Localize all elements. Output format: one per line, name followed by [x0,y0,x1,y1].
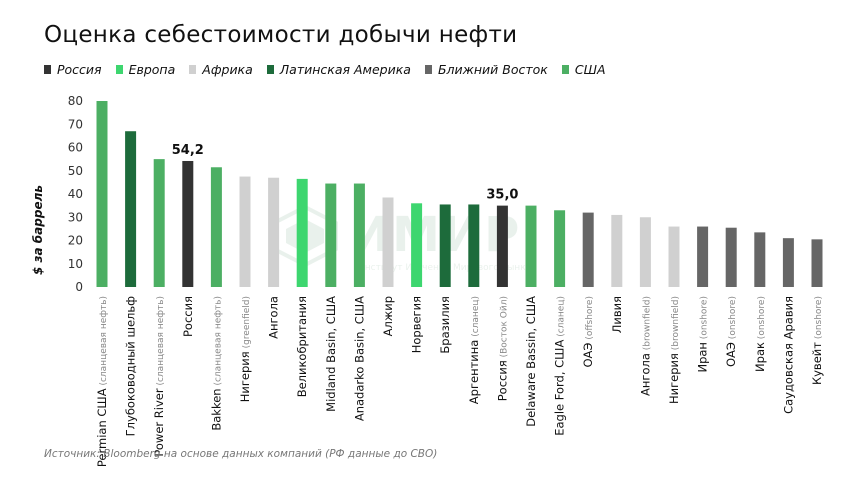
x-tick-label: Anadarko Basin, США [352,296,366,421]
legend-label-latam: Латинская Америка [279,62,411,77]
y-tick-label: 30 [68,210,83,224]
bar-value-label: 54,2 [172,143,204,158]
x-tick-label: Ангола (brownfield) [638,296,652,396]
x-tick-label: Ливия [610,296,624,333]
legend-label-usa: США [574,62,606,77]
x-tick-label: Великобритания [295,296,309,397]
bar [239,176,251,287]
bar [697,226,709,287]
x-tick-label: Россия [181,296,195,337]
y-tick-label: 10 [68,257,83,271]
legend-item-usa: США [561,62,606,77]
x-tick-label: ОАЭ (onshore) [724,296,738,367]
legend-label-africa: Африка [202,62,253,77]
x-tick-label: Россия (Восток Ойл) [495,296,509,401]
x-tick-label: Аргентина (сланец) [467,296,481,404]
chart-title: Оценка себестоимости добычи нефти [44,22,518,48]
x-tick-label: Нигерия (brownfield) [667,296,681,404]
x-tick-label: Нигерия (greenfield) [238,296,252,402]
x-tick-label: Норвегия [410,296,424,353]
bar [582,212,594,287]
legend-swatch-europe [115,65,123,74]
bar [611,214,623,287]
x-tick-label: Саудовская Аравия [781,296,795,414]
bar [439,204,451,287]
x-tick-label: Permian США (сланцевая нефть) [95,296,109,467]
x-tick-label: ОАЭ (offshore) [581,296,595,367]
source-note: Источник: Bloomberg на основе данных ком… [44,448,438,460]
legend-item-europe: Европа [115,62,176,77]
legend-label-middle-east: Ближний Восток [437,62,548,77]
bar [639,217,651,287]
legend-label-europe: Европа [128,62,176,77]
bar [296,178,308,287]
bar [811,239,823,287]
y-tick-label: 70 [68,117,83,131]
legend-swatch-russia [44,65,51,74]
bar [668,226,680,287]
bar [725,227,737,287]
bar [153,159,165,287]
x-tick-label: Бразилия [438,296,452,354]
y-tick-label: 50 [68,164,83,178]
bar [782,238,794,287]
x-tick-label: Ирак (onshore) [753,296,767,372]
legend: Россия Европа Африка Латинская Америка Б… [44,62,606,77]
legend-swatch-middle-east [424,65,432,74]
bar-value-label: 35,0 [486,188,518,203]
bar [525,205,537,287]
bar [754,232,766,287]
bar [353,183,365,287]
legend-label-russia: Россия [57,62,102,77]
legend-item-latam: Латинская Америка [266,62,411,77]
bar [382,197,394,287]
x-tick-label: Алжир [381,296,395,336]
y-tick-label: 60 [68,141,83,155]
bar [210,167,222,287]
bar [268,177,280,287]
x-tick-label: Power River (сланцевая нефть) [152,296,166,457]
x-tick-label: Delaware Bassin, США [524,296,538,427]
y-tick-label: 0 [75,280,83,294]
x-tick-label: Ангола [267,296,281,339]
x-tick-label: Midland Basin, США [324,296,338,412]
bar [182,160,194,287]
bar [325,183,337,287]
x-tick-label: Eagle Ford, США (сланец) [553,296,567,436]
legend-swatch-latam [266,65,274,74]
x-tick-label: Кувейт (onshore) [810,296,824,385]
bar [496,205,508,287]
bar [411,203,423,287]
bar [554,210,566,287]
legend-item-middle-east: Ближний Восток [424,62,548,77]
legend-item-africa: Африка [189,62,253,77]
legend-item-russia: Россия [44,62,102,77]
legend-swatch-africa [189,65,197,74]
bar [96,101,108,287]
y-tick-label: 80 [68,94,83,108]
x-tick-label: Bakken (сланцевая нефть) [209,296,223,431]
x-tick-label: Глубоководный шельф [124,296,138,436]
legend-swatch-usa [561,65,569,74]
y-tick-label: 40 [68,187,83,201]
bar [468,204,480,287]
x-tick-label: Иран (onshore) [696,296,710,373]
bar [125,131,137,287]
y-tick-label: 20 [68,234,83,248]
